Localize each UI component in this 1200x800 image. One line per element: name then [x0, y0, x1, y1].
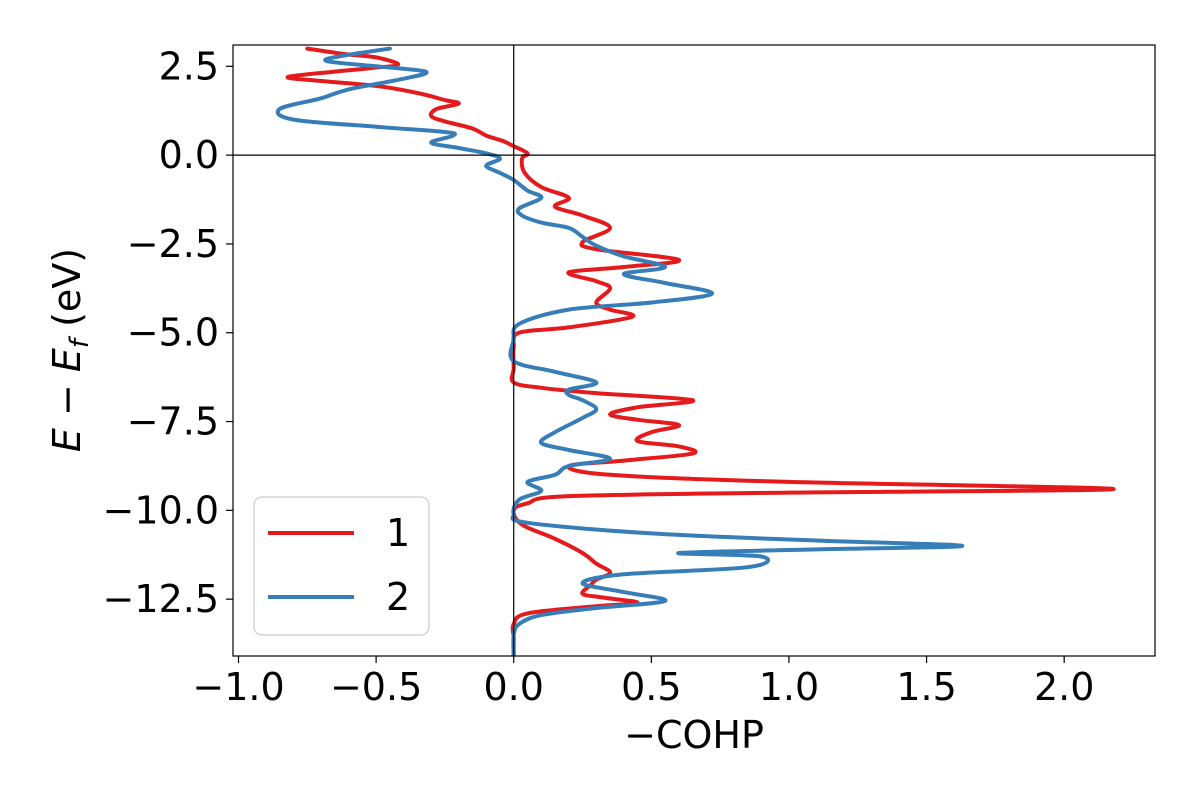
y-tick-label: 2.5 — [159, 44, 219, 88]
y-label-unit: (eV) — [45, 248, 89, 339]
x-tick-label: 1.5 — [896, 665, 956, 709]
x-tick-label: 2.0 — [1034, 665, 1094, 709]
y-tick-label: 0.0 — [159, 133, 219, 177]
x-tick-label: 0.5 — [621, 665, 681, 709]
legend-label-series-2: 2 — [386, 575, 410, 619]
y-label-ef: E — [45, 348, 89, 372]
series-line-2 — [275, 46, 965, 656]
legend-label-series-1: 1 — [386, 511, 410, 555]
y-label-e: E — [45, 428, 89, 452]
x-axis-ticks: −1.0 −0.5 0.0 0.5 1.0 1.5 2.0 — [192, 656, 1094, 709]
y-label-minus: − — [45, 372, 89, 428]
x-tick-label: 1.0 — [759, 665, 819, 709]
y-tick-label: −2.5 — [127, 222, 219, 266]
x-tick-label: 0.0 — [484, 665, 544, 709]
y-tick-label: −10.0 — [103, 488, 219, 532]
plot-frame — [232, 44, 1156, 657]
x-tick-label: −1.0 — [192, 665, 284, 709]
y-tick-label: −12.5 — [103, 577, 219, 621]
y-axis-label: E − Ef (eV) — [45, 248, 95, 452]
x-axis-label: −COHP — [624, 713, 764, 757]
y-tick-label: −5.0 — [127, 311, 219, 355]
legend: 1 2 — [253, 496, 430, 636]
y-axis-ticks: 2.5 0.0 −2.5 −5.0 −7.5 −10.0 −12.5 — [103, 44, 233, 621]
x-tick-label: −0.5 — [330, 665, 422, 709]
reference-lines — [233, 45, 1155, 656]
y-tick-label: −7.5 — [127, 400, 219, 444]
